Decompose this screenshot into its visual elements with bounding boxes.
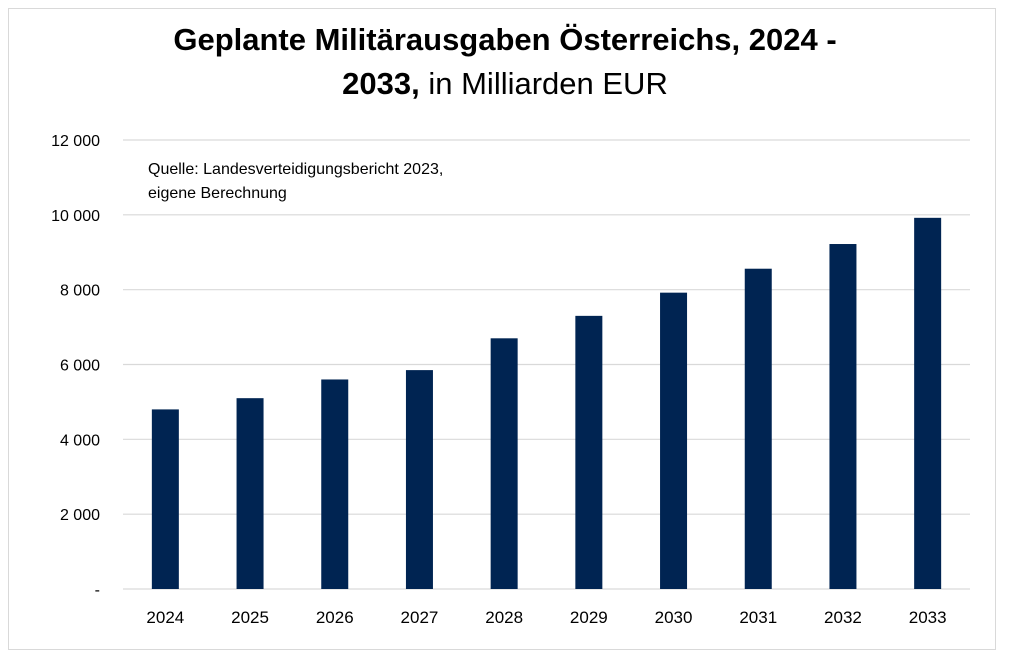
- bar-2032: [829, 244, 857, 590]
- y-tick-label: 6 000: [60, 358, 100, 375]
- bar-2026: [321, 379, 349, 589]
- x-tick-label: 2027: [401, 608, 439, 627]
- bar-2029: [575, 315, 603, 589]
- x-tick-label: 2025: [231, 608, 269, 627]
- x-tick-label: 2032: [824, 608, 862, 627]
- bar-2030: [660, 292, 688, 589]
- chart-title: Geplante Militärausgaben Österreichs, 20…: [0, 18, 1010, 106]
- title-line-2-rest: in Milliarden EUR: [419, 66, 668, 101]
- bar-2027: [405, 370, 433, 589]
- x-tick-label: 2030: [655, 608, 693, 627]
- bar-2033: [914, 217, 942, 589]
- gridlines: [123, 139, 970, 590]
- x-tick-label: 2028: [485, 608, 523, 627]
- x-tick-label: 2033: [909, 608, 947, 627]
- bar-2025: [236, 398, 264, 589]
- x-tick-label: 2024: [146, 608, 184, 627]
- bar-2024: [151, 409, 179, 589]
- x-tick-label: 2031: [739, 608, 777, 627]
- title-line-2-bold: 2033,: [342, 66, 420, 101]
- y-tick-label: 4 000: [60, 432, 100, 449]
- source-line-2: eigene Berechnung: [148, 185, 287, 202]
- y-tick-label: 8 000: [60, 283, 100, 300]
- x-tick-label: 2026: [316, 608, 354, 627]
- y-tick-label: 2 000: [60, 507, 100, 524]
- y-tick-label: -: [95, 582, 100, 599]
- x-axis-ticks: 2024 2025 2026 2027 2028 2029 2030 2031 2032 2033: [146, 608, 946, 627]
- title-line-1: Geplante Militärausgaben Österreichs, 20…: [173, 22, 837, 57]
- y-tick-label: 12 000: [51, 133, 100, 150]
- source-line-1: Quelle: Landesverteidigungsbericht 2023,: [148, 161, 444, 178]
- source-note: Quelle: Landesverteidigungsbericht 2023,…: [148, 158, 443, 206]
- bars: [151, 217, 942, 590]
- y-axis-ticks: - 2 000 4 000 6 000 8 000 10 000 12 000: [51, 133, 100, 599]
- bar-2028: [490, 338, 518, 589]
- y-tick-label: 10 000: [51, 208, 100, 225]
- bar-2031: [744, 268, 772, 589]
- x-tick-label: 2029: [570, 608, 608, 627]
